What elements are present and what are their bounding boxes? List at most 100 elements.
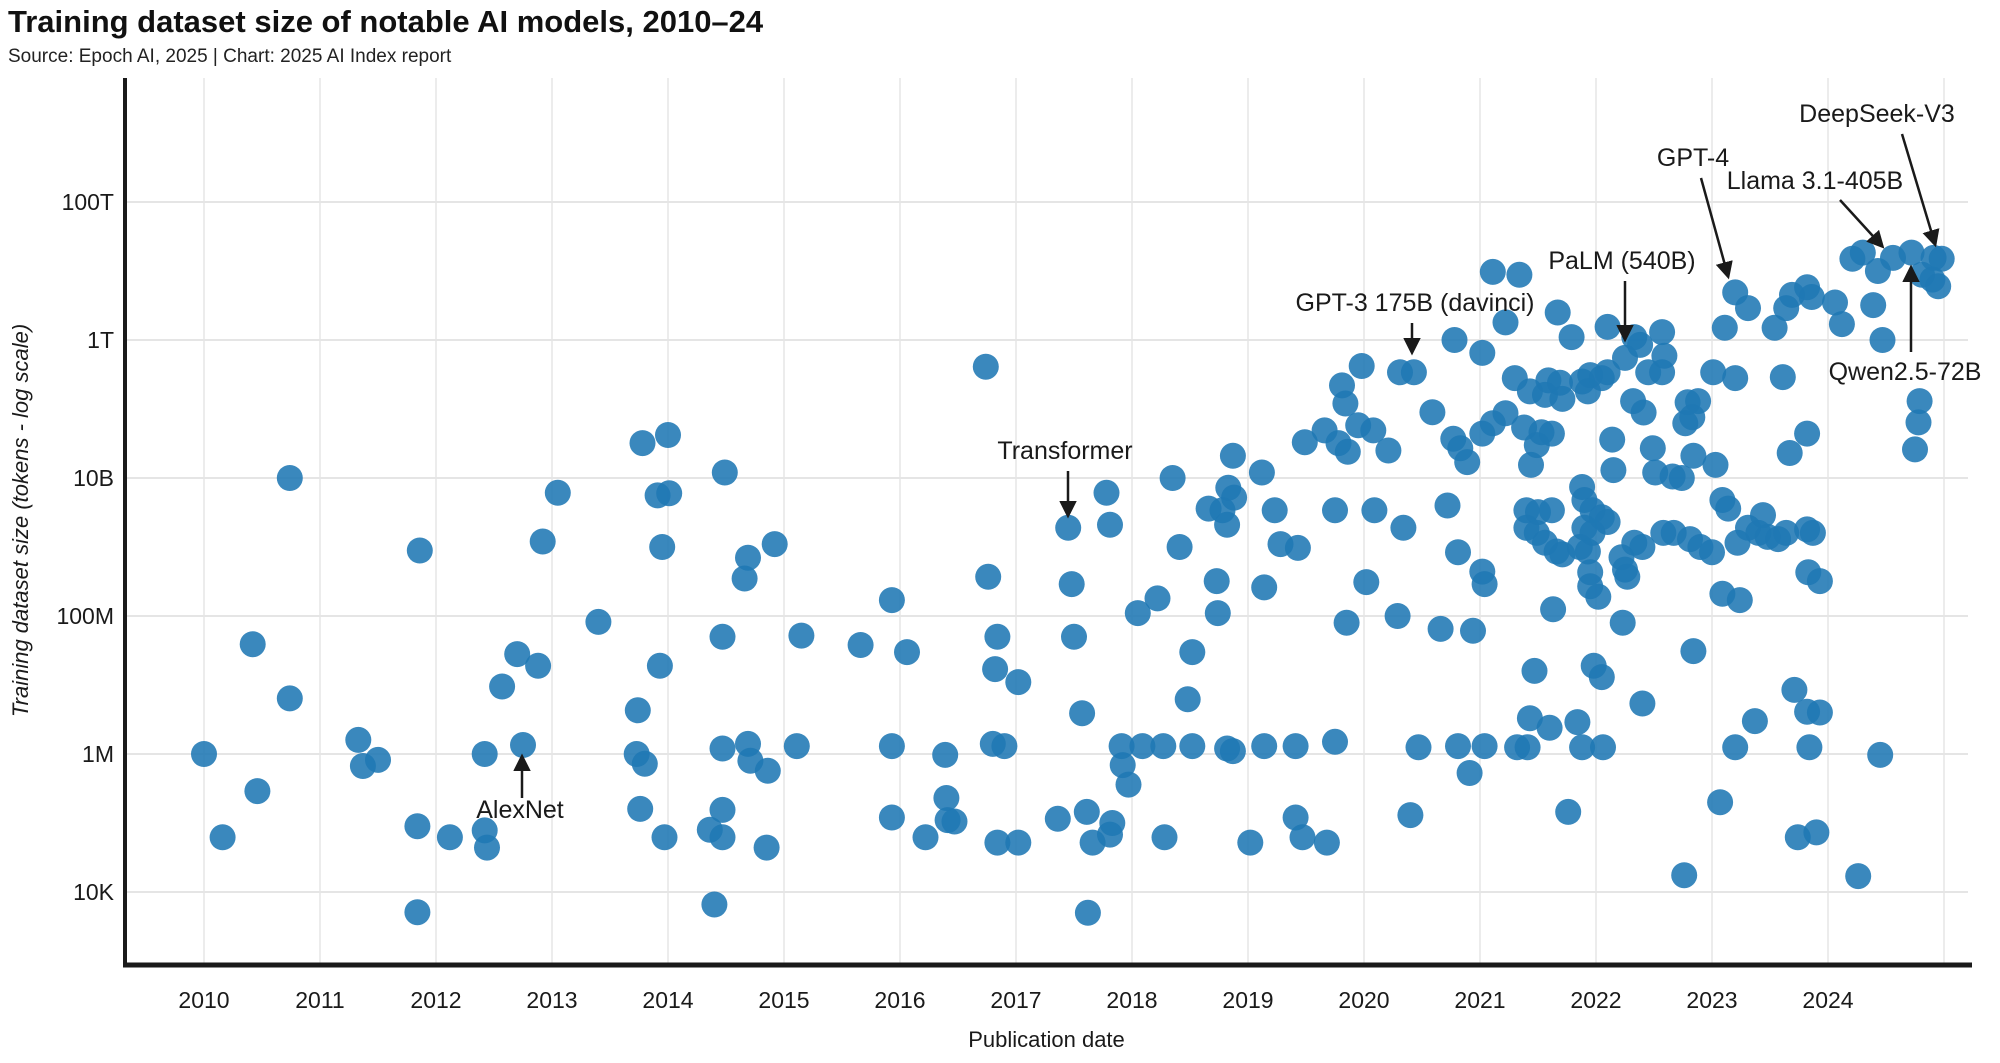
data-point	[932, 741, 959, 768]
data-point	[1869, 327, 1896, 353]
data-point	[1614, 563, 1641, 590]
data-point	[1741, 708, 1768, 735]
x-tick-label: 2011	[295, 987, 344, 1013]
data-point	[984, 829, 1011, 856]
data-point	[1124, 600, 1151, 627]
data-point	[1594, 313, 1621, 340]
data-point	[1540, 596, 1567, 623]
data-point	[1074, 899, 1101, 926]
x-tick-label: 2019	[1222, 987, 1273, 1013]
data-point	[1492, 309, 1519, 336]
data-point	[276, 685, 303, 712]
data-point	[1521, 657, 1548, 684]
data-point	[1151, 824, 1178, 851]
data-point	[709, 796, 736, 823]
data-point	[209, 824, 236, 851]
data-point	[1600, 457, 1627, 484]
data-point	[1523, 432, 1550, 459]
data-point	[1599, 426, 1626, 453]
data-point	[1460, 617, 1486, 644]
data-point	[1574, 538, 1601, 565]
data-point	[1860, 292, 1887, 319]
data-point	[1005, 669, 1032, 696]
annotation-label-alexnet: AlexNet	[476, 796, 564, 824]
data-point	[1099, 810, 1126, 836]
data-point	[1569, 734, 1596, 761]
data-point	[529, 528, 556, 555]
data-point	[1700, 359, 1727, 386]
data-point	[753, 834, 780, 861]
data-point	[1282, 733, 1309, 760]
data-point	[1564, 709, 1591, 736]
data-point	[701, 891, 728, 918]
data-point	[1237, 829, 1264, 856]
data-point	[1179, 733, 1206, 760]
x-tick-label: 2018	[1106, 987, 1157, 1013]
data-point	[1905, 409, 1932, 436]
y-tick-label: 1T	[87, 327, 114, 353]
data-point	[276, 465, 303, 491]
data-point	[1796, 734, 1823, 761]
data-point	[878, 804, 905, 831]
annotation-label-palm: PaLM (540B)	[1548, 247, 1695, 275]
data-point	[1735, 295, 1761, 322]
data-point	[1516, 705, 1543, 732]
annotation-label-gpt3: GPT-3 175B (davinci)	[1296, 289, 1535, 317]
data-point	[1722, 365, 1749, 392]
data-point	[239, 631, 266, 658]
data-point	[975, 563, 1002, 590]
data-point	[847, 632, 874, 658]
data-point	[1445, 539, 1471, 566]
chart-header: Training dataset size of notable AI mode…	[8, 4, 763, 68]
data-point	[1651, 342, 1678, 369]
annotation-arrow-deepseek	[1900, 133, 1940, 248]
data-point	[709, 824, 736, 851]
data-point	[754, 757, 781, 784]
data-point	[1558, 324, 1585, 351]
data-point	[1536, 714, 1563, 741]
data-point	[1761, 314, 1788, 341]
data-point	[646, 652, 673, 679]
data-point	[1360, 417, 1387, 444]
data-point	[489, 673, 516, 700]
data-point	[1479, 258, 1506, 285]
data-point	[1822, 289, 1848, 316]
data-point	[1248, 459, 1275, 486]
data-point	[1506, 261, 1533, 288]
data-point	[1555, 798, 1582, 825]
data-point	[651, 824, 678, 851]
data-point	[1434, 492, 1461, 519]
data-point	[1867, 741, 1894, 768]
x-tick-label: 2015	[758, 987, 809, 1013]
data-point	[345, 726, 372, 753]
page-title: Training dataset size of notable AI mode…	[8, 4, 764, 39]
data-point	[1291, 429, 1318, 456]
data-point	[436, 824, 463, 851]
data-point	[1159, 465, 1186, 491]
x-tick-label: 2020	[1338, 987, 1389, 1013]
data-point	[1445, 733, 1471, 760]
data-point	[711, 459, 738, 486]
data-point	[1005, 829, 1032, 856]
data-point	[1828, 311, 1855, 338]
annotation-label-transformer: Transformer	[997, 437, 1132, 465]
data-point	[1069, 700, 1096, 727]
data-point	[1055, 514, 1082, 541]
data-point	[933, 785, 960, 811]
data-point	[191, 741, 217, 767]
data-point	[404, 899, 431, 926]
data-point	[1668, 465, 1695, 491]
data-point	[1251, 733, 1278, 760]
data-point	[1144, 585, 1171, 612]
data-point	[1612, 344, 1638, 371]
data-point	[1073, 798, 1100, 825]
y-axis-title: Training dataset size (tokens - log scal…	[8, 324, 33, 717]
data-point	[510, 732, 536, 758]
data-point	[1898, 239, 1925, 266]
data-point	[1726, 587, 1753, 614]
data-point	[1928, 245, 1955, 272]
data-point	[1806, 699, 1833, 726]
data-point	[1348, 353, 1375, 379]
data-point	[1150, 733, 1177, 760]
